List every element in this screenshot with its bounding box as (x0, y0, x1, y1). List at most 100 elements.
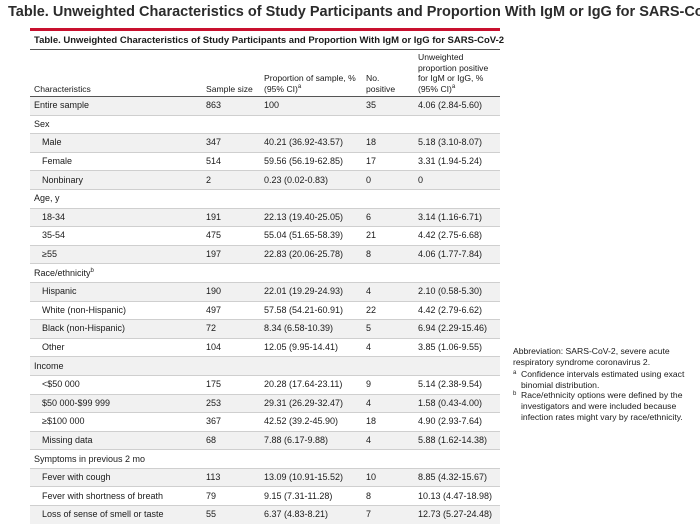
cell-positive-proportion: 8.85 (4.32-15.67) (414, 467, 500, 487)
table-row: Income (30, 356, 500, 376)
cell-characteristic: Nonbinary (30, 170, 202, 190)
cell-sample-size: 79 (202, 486, 260, 506)
table-caption: Table. Unweighted Characteristics of Stu… (30, 31, 504, 50)
cell-sample-size: 253 (202, 393, 260, 413)
cell-proportion: 100 (260, 96, 362, 116)
cell-no-positive: 7 (362, 505, 414, 524)
cell-positive-proportion: 2.10 (0.58-5.30) (414, 281, 500, 302)
cell-no-positive: 4 (362, 337, 414, 357)
cell-characteristic: Fever with shortness of breath (30, 486, 202, 506)
cell-characteristic: Female (30, 151, 202, 171)
cell-proportion: 29.31 (26.29-32.47) (260, 393, 362, 413)
cell-sample-size (202, 263, 260, 283)
cell-proportion: 40.21 (36.92-43.57) (260, 133, 362, 153)
results-table: Table. Unweighted Characteristics of Stu… (30, 28, 504, 524)
cell-sample-size: 191 (202, 207, 260, 227)
cell-sample-size: 55 (202, 505, 260, 524)
cell-sample-size: 104 (202, 337, 260, 357)
table-row: Black (non-Hispanic) 72 8.34 (6.58-10.39) 5… (30, 319, 500, 339)
cell-characteristic: <$50 000 (30, 374, 202, 394)
cell-no-positive: 18 (362, 133, 414, 153)
table-row: Other 104 12.05 (9.95-14.41) 4 3.85 (1.06-9.… (30, 337, 500, 357)
cell-characteristic: ≥$100 000 (30, 412, 202, 432)
cell-proportion: 7.88 (6.17-9.88) (260, 430, 362, 450)
table-row: 35-54 475 55.04 (51.65-58.39) 21 4.42 (2.75-… (30, 226, 500, 246)
cell-no-positive: 21 (362, 226, 414, 246)
table-notes: Abbreviation: SARS-CoV-2, severe acute r… (513, 346, 698, 422)
cell-no-positive (362, 356, 414, 376)
cell-no-positive (362, 449, 414, 469)
cell-positive-proportion (414, 449, 500, 469)
cell-proportion: 0.23 (0.02-0.83) (260, 170, 362, 190)
cell-positive-proportion: 10.13 (4.47-18.98) (414, 486, 500, 506)
table-row: ≥$100 000 367 42.52 (39.2-45.90) 18 4.90 (2.… (30, 412, 500, 432)
cell-positive-proportion: 4.42 (2.79-6.62) (414, 300, 500, 320)
cell-positive-proportion: 3.14 (1.16-6.71) (414, 207, 500, 227)
data-table: Characteristics Sample size Proportion o… (30, 50, 500, 524)
cell-no-positive: 9 (362, 374, 414, 394)
cell-proportion: 20.28 (17.64-23.11) (260, 374, 362, 394)
cell-characteristic: White (non-Hispanic) (30, 300, 202, 320)
cell-characteristic: Entire sample (30, 96, 202, 116)
header-row: Characteristics Sample size Proportion o… (30, 50, 500, 97)
table-row: Entire sample 863 100 35 4.06 (2.84-5.60) (30, 96, 500, 116)
footnote-marker: b (90, 267, 94, 274)
cell-characteristic: Missing data (30, 430, 202, 450)
table-row: $50 000-$99 999 253 29.31 (26.29-32.47) 4 1.… (30, 393, 500, 413)
footnote-text: Confidence intervals estimated using exa… (521, 369, 685, 390)
cell-positive-proportion: 1.58 (0.43-4.00) (414, 393, 500, 413)
cell-sample-size (202, 449, 260, 469)
cell-sample-size: 347 (202, 133, 260, 153)
cell-no-positive: 10 (362, 467, 414, 487)
cell-proportion: 9.15 (7.31-11.28) (260, 486, 362, 506)
cell-positive-proportion: 3.85 (1.06-9.55) (414, 337, 500, 357)
cell-characteristic: Income (30, 356, 202, 376)
cell-positive-proportion: 6.94 (2.29-15.46) (414, 319, 500, 339)
cell-proportion: 57.58 (54.21-60.91) (260, 300, 362, 320)
cell-characteristic: Age, y (30, 188, 202, 209)
cell-sample-size (202, 356, 260, 376)
cell-no-positive: 8 (362, 244, 414, 264)
cell-sample-size: 514 (202, 151, 260, 171)
cell-characteristic: Other (30, 337, 202, 357)
cell-characteristic: Male (30, 133, 202, 153)
cell-no-positive (362, 263, 414, 283)
cell-proportion: 59.56 (56.19-62.85) (260, 151, 362, 171)
cell-sample-size (202, 114, 260, 134)
cell-sample-size: 197 (202, 244, 260, 264)
table-row: Hispanic 190 22.01 (19.29-24.93) 4 2.10 (0.5… (30, 281, 500, 302)
cell-sample-size: 68 (202, 430, 260, 450)
cell-characteristic: Fever with cough (30, 467, 202, 487)
footnote-a: a Confidence intervals estimated using e… (513, 369, 698, 390)
table-row: Age, y (30, 188, 500, 209)
cell-proportion (260, 188, 362, 209)
table-row: Male 347 40.21 (36.92-43.57) 18 5.18 (3.10-8… (30, 133, 500, 153)
cell-proportion: 22.83 (20.06-25.78) (260, 244, 362, 264)
cell-positive-proportion (414, 114, 500, 134)
cell-positive-proportion: 5.14 (2.38-9.54) (414, 374, 500, 394)
footnote-marker: a (451, 83, 456, 90)
table-row: White (non-Hispanic) 497 57.58 (54.21-60.9… (30, 300, 500, 320)
table-row: Missing data 68 7.88 (6.17-9.88) 4 5.88 (1.6… (30, 430, 500, 450)
header-unweighted-proportion: Unweighted proportion positive for IgM o… (414, 50, 500, 97)
footnote-marker: b (513, 391, 517, 398)
cell-sample-size: 72 (202, 319, 260, 339)
header-sample-size: Sample size (202, 50, 260, 97)
table-row: <$50 000 175 20.28 (17.64-23.11) 9 5.14 (2.3… (30, 374, 500, 394)
table-row: Nonbinary 2 0.23 (0.02-0.83) 0 0 (30, 170, 500, 190)
cell-proportion: 42.52 (39.2-45.90) (260, 412, 362, 432)
cell-positive-proportion: 0 (414, 170, 500, 190)
cell-no-positive: 4 (362, 281, 414, 302)
cell-no-positive (362, 188, 414, 209)
cell-no-positive (362, 114, 414, 134)
cell-proportion: 55.04 (51.65-58.39) (260, 226, 362, 246)
cell-positive-proportion (414, 263, 500, 283)
cell-characteristic: 35-54 (30, 226, 202, 246)
cell-no-positive: 35 (362, 96, 414, 116)
cell-proportion (260, 356, 362, 376)
table-row: Fever with cough 113 13.09 (10.91-15.52) 10… (30, 467, 500, 487)
table-row: Female 514 59.56 (56.19-62.85) 17 3.31 (1.94… (30, 151, 500, 171)
footnote-text: Race/ethnicity options were defined by t… (521, 390, 683, 422)
table-row: Sex (30, 114, 500, 134)
cell-characteristic: Race/ethnicityb (30, 263, 202, 283)
